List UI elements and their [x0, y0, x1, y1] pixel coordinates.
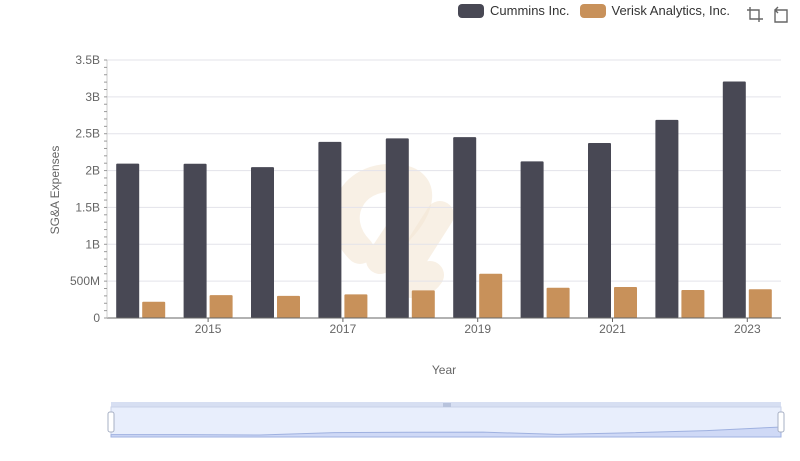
y-axis-title: SG&A Expenses	[48, 146, 62, 235]
y-tick-label: 3B	[85, 90, 100, 104]
bar-verisk-2017	[344, 294, 368, 318]
y-tick-label: 1.5B	[75, 200, 100, 214]
bars	[116, 81, 772, 319]
zoom-handle-left	[107, 411, 115, 433]
bar-cummins-2016	[251, 167, 274, 318]
bar-cummins-2021	[588, 143, 611, 318]
x-tick-label: 2019	[464, 322, 491, 336]
bar-verisk-2016	[277, 295, 300, 318]
bar-verisk-2019	[479, 273, 503, 318]
bar-verisk-2020	[546, 287, 570, 318]
bar-verisk-2015	[209, 295, 233, 318]
bar-cummins-2022	[655, 119, 679, 318]
gridlines	[107, 59, 781, 282]
crop-icon[interactable]	[746, 6, 764, 24]
bar-verisk-2018	[411, 290, 435, 318]
restore-icon[interactable]	[772, 6, 790, 24]
legend-item-cummins[interactable]: Cummins Inc.	[458, 3, 570, 18]
y-tick-label: 3.5B	[75, 53, 100, 67]
zoom-handle-right	[777, 411, 785, 433]
legend-swatch-cummins	[458, 3, 485, 18]
y-tick-label: 0	[93, 311, 100, 325]
bar-verisk-2022	[681, 289, 705, 318]
y-tick-label: 1B	[85, 237, 100, 251]
legend-swatch-verisk	[579, 3, 606, 18]
bar-cummins-2019	[453, 137, 477, 318]
bar-cummins-2015	[183, 163, 207, 318]
y-tick-label: 2.5B	[75, 127, 100, 141]
legend: Cummins Inc. Verisk Analytics, Inc.	[458, 3, 730, 18]
bar-verisk-2021	[614, 287, 637, 318]
x-tick-label: 2015	[195, 322, 222, 336]
bar-cummins-2014	[116, 163, 140, 318]
bar-cummins-2023	[722, 81, 746, 319]
legend-item-verisk[interactable]: Verisk Analytics, Inc.	[579, 3, 731, 18]
bar-verisk-2014	[142, 301, 166, 318]
x-axis: 2015 2017 2019 2021 2023	[107, 317, 781, 336]
bar-cummins-2020	[520, 161, 544, 318]
bar-cummins-2017	[318, 141, 342, 318]
y-axis: 0 500M 1B 1.5B 2B 2.5B 3B 3.5B	[70, 53, 108, 325]
legend-label-verisk: Verisk Analytics, Inc.	[611, 3, 731, 18]
legend-label-cummins: Cummins Inc.	[490, 3, 570, 18]
bar-verisk-2023	[748, 289, 772, 318]
bar-cummins-2018	[385, 138, 409, 318]
x-axis-title: Year	[432, 363, 456, 377]
y-tick-label: 2B	[85, 164, 100, 178]
zoom-grip	[443, 403, 451, 407]
x-tick-label: 2023	[734, 322, 761, 336]
x-tick-label: 2017	[330, 322, 357, 336]
data-zoom-slider[interactable]	[107, 402, 785, 438]
x-tick-label: 2021	[599, 322, 626, 336]
y-tick-label: 500M	[70, 274, 100, 288]
